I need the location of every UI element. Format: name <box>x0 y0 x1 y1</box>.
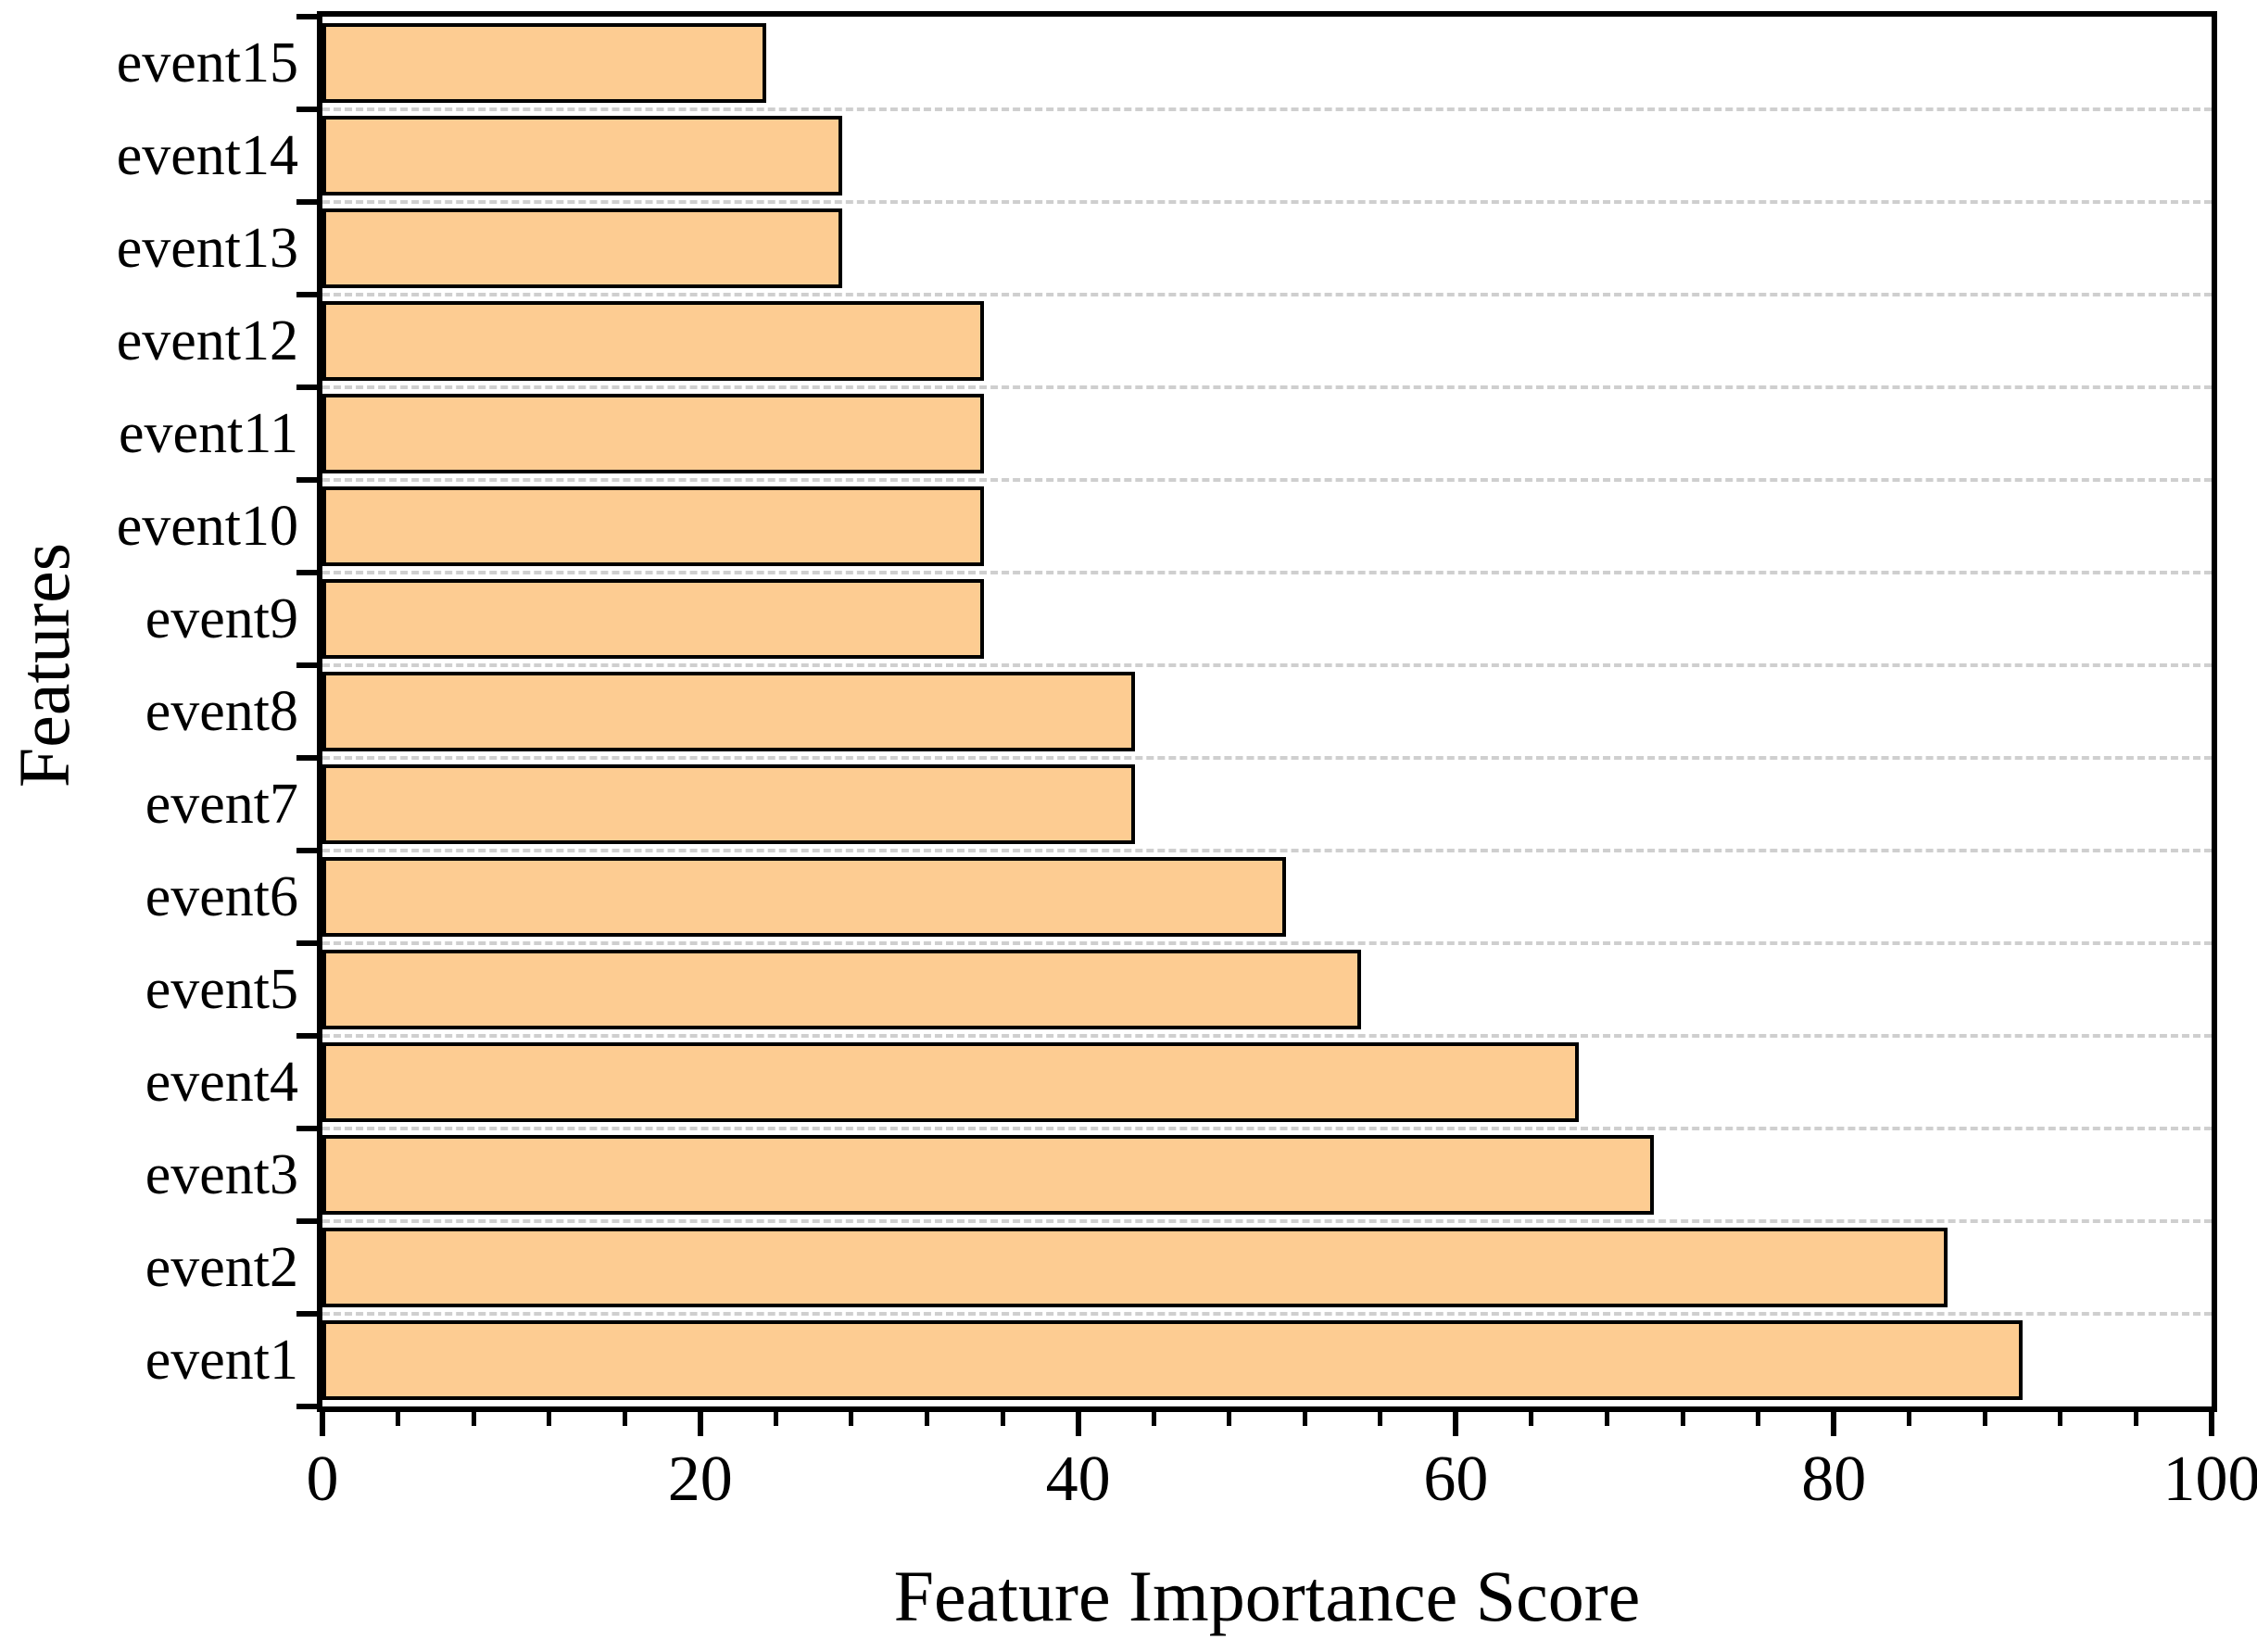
y-tick-label-event10: event10 <box>116 495 298 558</box>
bar-event7 <box>322 764 1135 844</box>
gridline <box>322 1312 2212 1316</box>
bar-event9 <box>322 579 984 659</box>
bar-event1 <box>322 1320 2024 1400</box>
y-tick-label-event1: event1 <box>145 1329 298 1392</box>
y-axis-tick <box>296 385 319 390</box>
y-tick-label-event13: event13 <box>116 217 298 280</box>
bar-event4 <box>322 1042 1579 1122</box>
y-tick-label-event3: event3 <box>145 1143 298 1206</box>
x-axis-minor-tick <box>1680 1410 1685 1426</box>
y-axis-tick <box>296 1404 319 1409</box>
x-axis-minor-tick <box>2133 1410 2138 1426</box>
x-axis-minor-tick <box>1756 1410 1761 1426</box>
bar-event3 <box>322 1135 1655 1215</box>
y-tick-label-event11: event11 <box>119 402 298 465</box>
x-axis-minor-tick <box>1907 1410 1912 1426</box>
y-tick-label-event15: event15 <box>116 32 298 95</box>
bar-event14 <box>322 116 842 195</box>
gridline <box>322 1127 2212 1130</box>
y-tick-label-event6: event6 <box>145 865 298 928</box>
y-tick-label-event5: event5 <box>145 958 298 1021</box>
x-axis-minor-tick <box>1302 1410 1307 1426</box>
y-tick-label-event9: event9 <box>145 587 298 650</box>
x-axis-minor-tick <box>773 1410 778 1426</box>
y-axis-tick <box>296 477 319 483</box>
x-axis-minor-tick <box>622 1410 627 1426</box>
gridline <box>322 663 2212 667</box>
gridline <box>322 478 2212 482</box>
x-axis-title: Feature Importance Score <box>893 1556 1641 1636</box>
y-axis-tick <box>296 1126 319 1131</box>
gridline <box>322 941 2212 945</box>
y-axis-tick <box>296 940 319 946</box>
gridline <box>322 571 2212 574</box>
x-tick-label-100: 100 <box>2162 1444 2257 1515</box>
x-axis-minor-tick <box>471 1410 476 1426</box>
y-axis-tick <box>296 107 319 112</box>
x-tick-label-60: 60 <box>1423 1444 1489 1515</box>
y-axis-title: Features <box>4 542 84 788</box>
x-axis-minor-tick <box>1378 1410 1383 1426</box>
y-tick-label-event2: event2 <box>145 1236 298 1299</box>
x-axis-minor-tick <box>1982 1410 1987 1426</box>
y-axis-tick <box>296 662 319 668</box>
gridline <box>322 1034 2212 1038</box>
bar-event8 <box>322 672 1135 751</box>
x-axis-major-tick <box>2209 1410 2214 1436</box>
gridline <box>322 849 2212 852</box>
x-axis-minor-tick <box>396 1410 401 1426</box>
y-axis-tick <box>296 570 319 575</box>
x-tick-label-0: 0 <box>306 1444 339 1515</box>
y-axis-tick <box>296 1218 319 1224</box>
y-tick-label-event12: event12 <box>116 309 298 372</box>
x-axis-minor-tick <box>924 1410 929 1426</box>
x-axis-minor-tick <box>849 1410 854 1426</box>
y-axis-tick <box>296 14 319 19</box>
x-axis-major-tick <box>1075 1410 1081 1436</box>
x-axis-minor-tick <box>2058 1410 2063 1426</box>
gridline <box>322 756 2212 760</box>
x-tick-label-40: 40 <box>1045 1444 1111 1515</box>
y-tick-label-event4: event4 <box>145 1051 298 1114</box>
gridline <box>322 385 2212 389</box>
y-axis-tick <box>296 292 319 297</box>
bar-event12 <box>322 301 984 381</box>
y-axis-tick <box>296 848 319 853</box>
bar-event13 <box>322 208 842 288</box>
y-axis-tick <box>296 1033 319 1039</box>
bar-event10 <box>322 486 984 566</box>
gridline <box>322 200 2212 204</box>
x-axis-major-tick <box>320 1410 325 1436</box>
x-axis-major-tick <box>1831 1410 1837 1436</box>
gridline <box>322 107 2212 111</box>
x-axis-major-tick <box>697 1410 703 1436</box>
y-axis-tick <box>296 1311 319 1317</box>
bar-event6 <box>322 857 1286 937</box>
y-axis-tick <box>296 199 319 205</box>
x-tick-label-20: 20 <box>667 1444 733 1515</box>
bar-event11 <box>322 394 984 473</box>
y-axis-tick <box>296 755 319 761</box>
x-axis-minor-tick <box>1151 1410 1156 1426</box>
x-axis-major-tick <box>1453 1410 1459 1436</box>
x-axis-minor-tick <box>1529 1410 1534 1426</box>
plot-frame <box>317 11 2217 1412</box>
gridline <box>322 1219 2212 1223</box>
x-axis-minor-tick <box>1000 1410 1005 1426</box>
bar-event15 <box>322 23 767 103</box>
x-axis-minor-tick <box>547 1410 552 1426</box>
bar-event2 <box>322 1228 1948 1307</box>
bar-event5 <box>322 950 1362 1029</box>
gridline <box>322 293 2212 296</box>
y-tick-label-event8: event8 <box>145 680 298 743</box>
x-axis-minor-tick <box>1227 1410 1232 1426</box>
x-axis-minor-tick <box>1605 1410 1610 1426</box>
x-tick-label-80: 80 <box>1801 1444 1867 1515</box>
y-tick-label-event7: event7 <box>145 773 298 836</box>
y-tick-label-event14: event14 <box>116 124 298 187</box>
